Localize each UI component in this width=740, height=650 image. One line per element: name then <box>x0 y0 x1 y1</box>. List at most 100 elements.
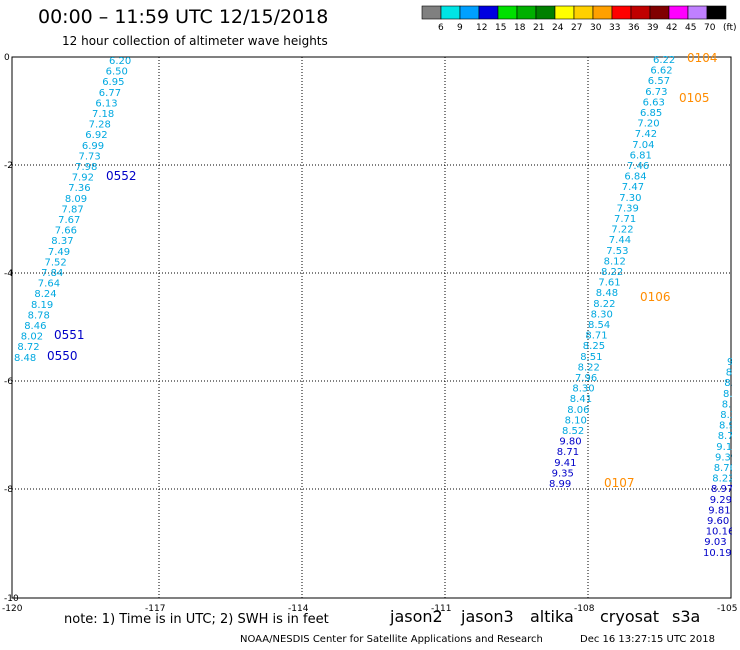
page-title: 00:00 – 11:59 UTC 12/15/2018 <box>38 6 329 28</box>
wave-height-label: 9.41 <box>554 458 576 469</box>
wave-height-label: 10.16 <box>706 527 735 538</box>
satellite-cryosat-label: cryosat <box>600 607 660 626</box>
longitude-label: -111 <box>431 604 451 614</box>
wave-height-label: 7.71 <box>614 214 636 225</box>
wave-height-label: 8.48 <box>596 288 618 299</box>
wave-height-label: 8.09 <box>65 194 87 205</box>
wave-height-label: 6.73 <box>645 87 667 98</box>
legend-swatch <box>592 5 613 20</box>
wave-height-label: 7.36 <box>68 183 90 194</box>
pass-time-label: 0107 <box>604 476 635 490</box>
generated-timestamp: Dec 16 13:27:15 UTC 2018 <box>580 634 715 645</box>
latitude-label: 0 <box>4 53 10 63</box>
legend-label: 12 <box>476 23 487 33</box>
wave-height-label: 8.25 <box>583 341 605 352</box>
longitude-label: -120 <box>2 604 23 614</box>
satellite-jason3-label: jason3 <box>461 607 514 626</box>
wave-height-label: 6.84 <box>624 172 646 183</box>
longitude-label: -108 <box>574 604 595 614</box>
wave-height-label: 7.98 <box>75 162 97 173</box>
legend-label: 33 <box>609 23 620 33</box>
wave-height-label: 7.18 <box>92 109 114 120</box>
wave-height-label: 8.48 <box>14 353 36 364</box>
latitude-label: -8 <box>4 485 13 495</box>
wave-height-label: 7.42 <box>635 129 657 140</box>
pass-time-label: 0105 <box>679 91 710 105</box>
latitude-label: -10 <box>4 594 19 604</box>
legend-label: 15 <box>495 23 506 33</box>
wave-height-label: 6.92 <box>85 130 107 141</box>
wave-height-label: 6.20 <box>109 56 131 67</box>
wave-height-label: 8.30 <box>591 309 613 320</box>
longitude-label: -117 <box>145 604 165 614</box>
wave-height-label: 7.20 <box>637 119 659 130</box>
wave-height-label: 7.22 <box>611 225 633 236</box>
legend-swatch <box>706 5 727 20</box>
legend-label: 21 <box>533 23 544 33</box>
legend-label: 42 <box>666 23 677 33</box>
legend-swatch <box>478 5 499 20</box>
wave-height-label: 6.77 <box>99 88 121 99</box>
legend-label: 9 <box>457 23 463 33</box>
wave-height-label: 8.51 <box>580 352 602 363</box>
pass-time-label: 0106 <box>640 290 671 304</box>
wave-height-label: 6.62 <box>650 66 672 77</box>
wave-height-label: 8.30 <box>572 384 594 395</box>
wave-height-label: 8.41 <box>570 394 592 405</box>
legend-swatch <box>535 5 556 20</box>
wave-height-label: 8.22 <box>712 474 734 485</box>
wave-height-label: 9.81 <box>708 505 730 516</box>
legend-swatch <box>516 5 537 20</box>
wave-height-label: 8.99 <box>549 479 571 490</box>
wave-height-label: 7.46 <box>627 161 649 172</box>
wave-height-label: 9.80 <box>559 437 581 448</box>
legend-label: 39 <box>647 23 659 33</box>
wave-height-label: 6.50 <box>106 67 128 78</box>
satellite-jason2-label: jason2 <box>390 607 443 626</box>
legend-swatch <box>497 5 518 20</box>
wave-height-label: 8.79 <box>718 431 740 442</box>
legend-label: 36 <box>628 23 640 33</box>
note-text: note: 1) Time is in UTC; 2) SWH is in fe… <box>64 612 329 627</box>
wave-height-label: 8.71 <box>585 331 607 342</box>
wave-height-label: 7.39 <box>617 203 639 214</box>
legend-label: 70 <box>704 23 716 33</box>
wave-height-label: 9.39 <box>715 452 737 463</box>
wave-height-label: 7.28 <box>89 120 111 131</box>
wave-height-label: 7.84 <box>41 268 63 279</box>
legend-swatch <box>459 5 480 20</box>
wave-height-label: 8.22 <box>593 299 615 310</box>
legend-label: 24 <box>552 23 564 33</box>
satellite-s3a-label: s3a <box>672 607 701 626</box>
wave-height-label: 8.97 <box>711 484 733 495</box>
wave-height-label: 6.22 <box>653 55 675 66</box>
pass-time-label: 0552 <box>106 169 137 183</box>
wave-height-label: 6.13 <box>95 98 117 109</box>
legend-label: 6 <box>438 23 444 33</box>
wave-height-label: 9.60 <box>707 516 729 527</box>
wave-height-label: 8.46 <box>24 321 46 332</box>
wave-height-label: 8.72 <box>17 342 39 353</box>
credit-text: NOAA/NESDIS Center for Satellite Applica… <box>240 634 543 645</box>
right-margin-mask <box>732 57 740 599</box>
wave-height-label: 8.54 <box>588 320 610 331</box>
wave-height-label: 8.37 <box>51 236 73 247</box>
wave-height-label: 7.49 <box>48 247 70 258</box>
latitude-label: -6 <box>4 377 13 387</box>
legend-swatch <box>573 5 594 20</box>
wave-height-label: 6.63 <box>643 97 665 108</box>
wave-height-label: 7.67 <box>58 215 80 226</box>
wave-height-label: 8.99 <box>719 421 740 432</box>
pass-time-label: 0551 <box>54 328 85 342</box>
wave-height-label: 8.10 <box>565 415 587 426</box>
wave-height-label: 8.19 <box>31 300 53 311</box>
wave-height-label: 7.73 <box>79 151 101 162</box>
wave-height-label: 7.66 <box>55 226 77 237</box>
wave-height-label: 6.57 <box>648 76 670 87</box>
wave-height-label: 8.71 <box>557 447 579 458</box>
latitude-label: -4 <box>4 269 13 279</box>
longitude-label: -114 <box>288 604 309 614</box>
wave-height-label: 7.30 <box>619 193 641 204</box>
wave-height-label: 8.06 <box>567 405 589 416</box>
